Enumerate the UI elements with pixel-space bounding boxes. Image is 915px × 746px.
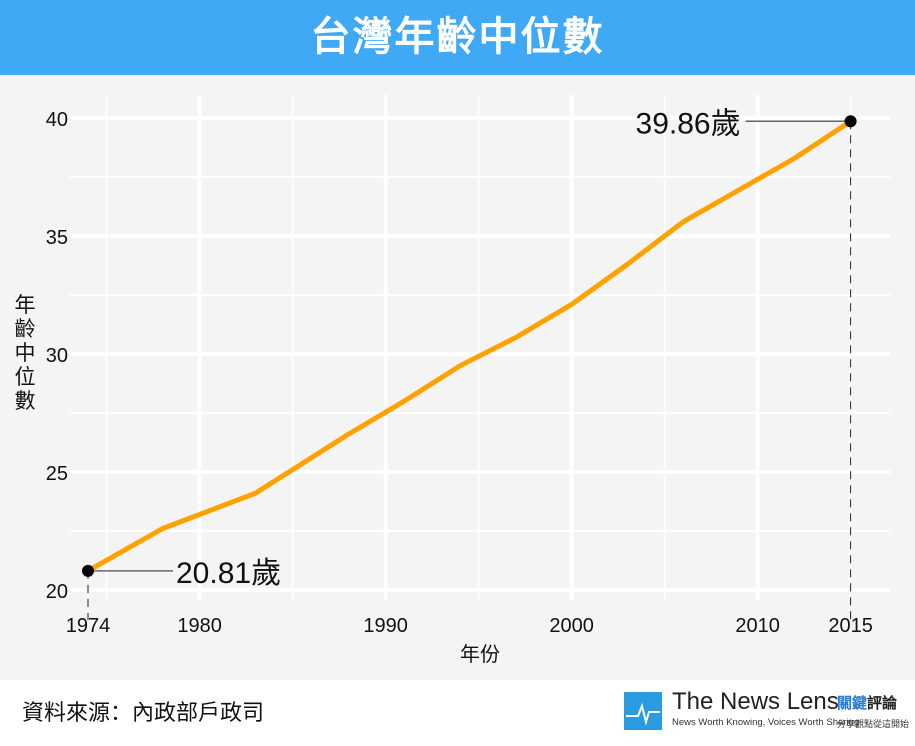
median-age-line xyxy=(86,119,852,574)
y-tick-label: 20 xyxy=(46,581,68,603)
logo-name: The News Lens xyxy=(672,688,839,715)
y-tick-label: 40 xyxy=(46,109,68,131)
x-axis-label: 年份 xyxy=(460,643,500,666)
x-tick-label: 2010 xyxy=(735,615,780,637)
x-tick-label: 1990 xyxy=(363,615,408,637)
y-axis-label: 年齡中位數 xyxy=(15,294,36,413)
y-axis-label-char: 位 xyxy=(15,366,36,389)
x-tick-label: 2000 xyxy=(549,615,594,637)
x-tick-label: 2015 xyxy=(828,615,873,637)
y-axis-label-char: 齡 xyxy=(15,318,36,341)
y-tick-label: 25 xyxy=(46,463,68,485)
data-source: 資料來源：內政部戶政司 xyxy=(22,700,265,725)
annotation-label: 20.81歲 xyxy=(176,557,281,590)
annotation-point xyxy=(844,115,857,128)
x-tick-label: 1980 xyxy=(177,615,222,637)
pulse-logo-icon xyxy=(624,692,662,730)
logo-cn-tagline: 分享觀點從這開始 xyxy=(837,719,910,729)
y-tick-label: 35 xyxy=(46,227,68,249)
the-news-lens-logo: The News Lens News Worth Knowing, Voices… xyxy=(622,688,912,732)
logo-tagline: News Worth Knowing, Voices Worth Sharing xyxy=(672,717,860,728)
y-axis-label-char: 數 xyxy=(15,390,36,413)
line-chart: 20 25 30 35 40 1974 1980 1990 2000 2010 2015 20.81… xyxy=(15,95,890,666)
logo-cn-black: 評論 xyxy=(867,695,898,712)
logo-cn-blue: 關鍵 xyxy=(837,695,868,712)
annotation-label: 39.86歲 xyxy=(636,107,741,140)
y-axis-label-char: 中 xyxy=(15,342,36,365)
x-tick-label: 1974 xyxy=(66,615,111,637)
annotation-point xyxy=(82,564,94,577)
logo-cn-name: 關鍵評論 xyxy=(837,692,897,713)
y-tick-label: 30 xyxy=(46,345,68,367)
y-axis-label-char: 年 xyxy=(15,294,36,317)
chart-title: 台灣年齡中位數 xyxy=(0,0,915,75)
